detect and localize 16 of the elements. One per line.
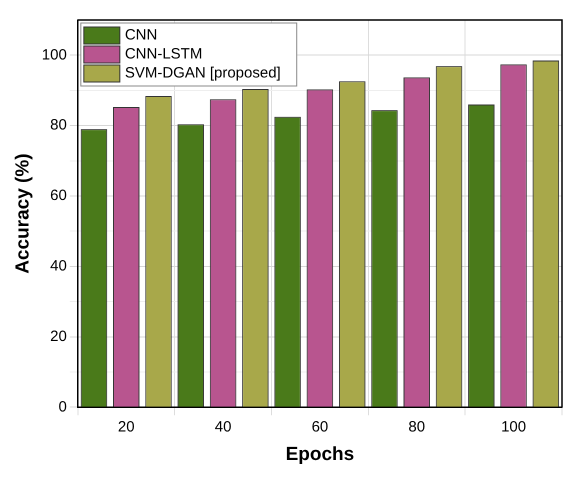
y-tick-label: 60 [50,187,67,204]
legend-label: CNN-LSTM [124,46,202,63]
y-tick-label: 80 [50,116,67,134]
y-tick-label: 100 [42,46,67,64]
legend-label: CNN [124,26,158,44]
x-tick-label: 100 [501,418,526,436]
x-tick-label: 60 [312,418,328,436]
legend-label: SVM-DGAN [proposed] [124,64,281,82]
y-tick-label: 0 [58,398,67,416]
x-tick-label: 80 [408,418,426,436]
y-axis-title: Accuracy (%) [12,153,34,274]
x-tick-label: 20 [118,418,135,436]
y-tick-label: 20 [50,328,67,345]
x-tick-label: 40 [214,418,232,436]
y-tick-label: 40 [50,258,67,275]
x-axis-title: Epochs [286,444,354,465]
